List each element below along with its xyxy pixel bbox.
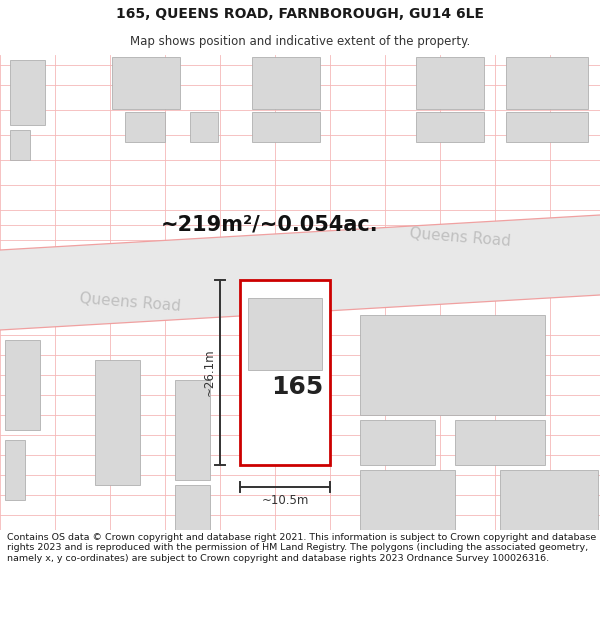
Text: Contains OS data © Crown copyright and database right 2021. This information is : Contains OS data © Crown copyright and d… — [7, 533, 596, 562]
Bar — [10, 130, 30, 160]
Bar — [252, 57, 320, 109]
Bar — [506, 112, 588, 142]
Text: 165: 165 — [271, 376, 323, 399]
Bar — [416, 57, 484, 109]
Bar — [500, 470, 598, 530]
Bar — [175, 485, 210, 530]
Bar — [190, 112, 218, 142]
Bar — [240, 280, 330, 465]
Text: Queens Road: Queens Road — [79, 291, 181, 314]
Text: ~26.1m: ~26.1m — [203, 349, 215, 396]
Bar — [360, 315, 545, 415]
Bar — [5, 340, 40, 430]
Bar — [95, 360, 140, 485]
Text: Queens Road: Queens Road — [409, 226, 511, 249]
Bar — [360, 420, 435, 465]
Bar — [252, 112, 320, 142]
Bar — [112, 57, 180, 109]
Bar — [125, 112, 165, 142]
Bar — [506, 57, 588, 109]
Bar — [10, 60, 45, 125]
Text: ~10.5m: ~10.5m — [262, 494, 308, 506]
Bar — [5, 440, 25, 500]
Text: Map shows position and indicative extent of the property.: Map shows position and indicative extent… — [130, 35, 470, 48]
Text: ~219m²/~0.054ac.: ~219m²/~0.054ac. — [161, 215, 379, 235]
Polygon shape — [0, 215, 600, 330]
Bar — [416, 112, 484, 142]
Bar — [455, 420, 545, 465]
Bar — [248, 298, 322, 370]
Bar — [175, 380, 210, 480]
Bar — [360, 470, 455, 530]
Text: 165, QUEENS ROAD, FARNBOROUGH, GU14 6LE: 165, QUEENS ROAD, FARNBOROUGH, GU14 6LE — [116, 7, 484, 21]
